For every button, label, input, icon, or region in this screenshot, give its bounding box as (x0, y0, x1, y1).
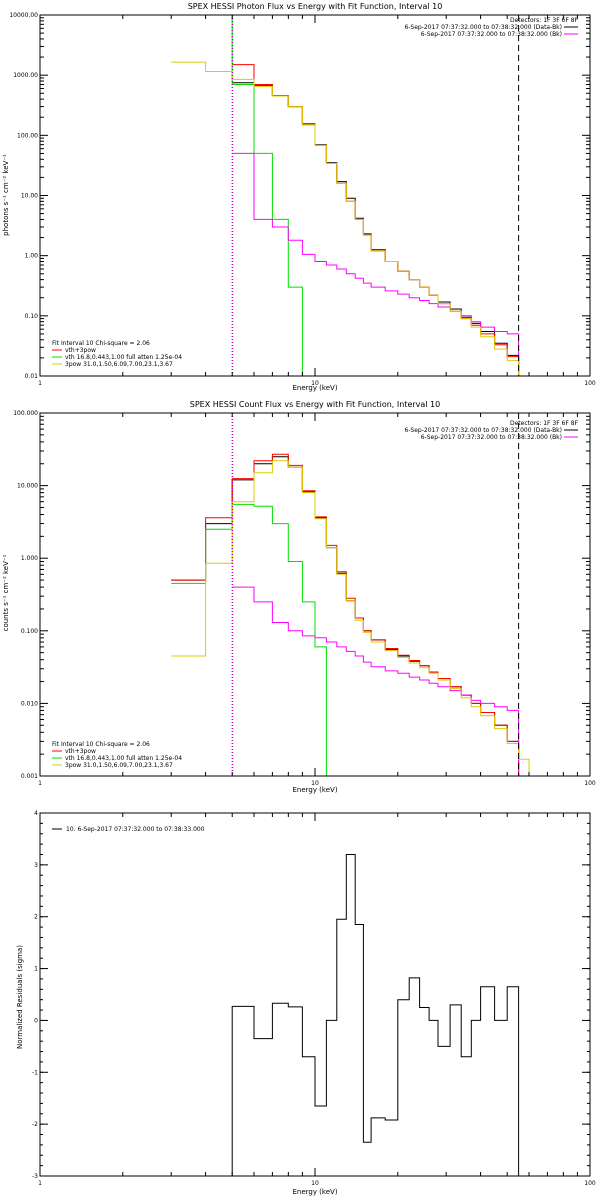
photon-xtick-label-100: 100 (584, 380, 596, 387)
count-legend-vth: vth 16.8,0.443,1.00 full atten 1.25e-04 (65, 755, 182, 762)
residuals-ytick-label-2: 2 (34, 914, 38, 921)
photon-info-databk: 6-Sep-2017 07:37:32.000 to 07:38:32.000 … (404, 24, 562, 31)
count-info-detectors: Detectors: 1F 3F 6F 8F (510, 420, 579, 427)
residuals-xtick-label-1: 1 (38, 1180, 42, 1187)
count-ytick-label-100.000: 100.000 (13, 410, 38, 417)
residuals-series-0 (231, 854, 520, 1176)
count-legend-fit: Fit Interval 10 Chi-square = 2.06 (52, 741, 150, 748)
count-ytick-label-0.100: 0.100 (21, 628, 38, 635)
count-x-axis-label: Energy (keV) (292, 786, 337, 794)
photon-series-2 (171, 15, 315, 376)
photon-legend-vth: vth 16.8,0.443,1.00 full atten 1.25e-04 (65, 354, 182, 361)
photon-info-bk: 6-Sep-2017 07:37:32.000 to 07:38:32.000 … (421, 31, 562, 38)
photon-series-4 (171, 61, 529, 376)
count-xtick-label-10: 10 (311, 780, 319, 787)
count-series-4 (171, 460, 539, 776)
count-xtick-label-1: 1 (38, 780, 42, 787)
residuals-xtick-label-100: 100 (584, 1180, 596, 1187)
photon-ytick-label-1.00: 1.00 (25, 253, 39, 260)
residuals-legend: 10. 6-Sep-2017 07:37:32.000 to 07:38:33.… (66, 826, 205, 833)
photon-legend-3pow: 3pow 31.0,1.50,6.09,7.00,23.1,3.67 (65, 361, 173, 368)
residuals-y-axis-label: Normalized Residuals (sigma) (16, 945, 24, 1049)
residuals-ytick-label--3: -3 (32, 1173, 38, 1180)
photon-flux-panel: SPEX HESSI Photon Flux vs Energy with Fi… (2, 2, 596, 392)
count-legend-model: vth+3pow (65, 748, 96, 755)
photon-x-axis-label: Energy (keV) (292, 384, 337, 392)
photon-xtick-label-1: 1 (38, 380, 42, 387)
photon-ytick-label-0.01: 0.01 (25, 373, 39, 380)
residuals-ytick-label--1: -1 (32, 1069, 38, 1076)
photon-ytick-label-10.00: 10.00 (21, 193, 38, 200)
residuals-ytick-label-3: 3 (34, 862, 38, 869)
residuals-xtick-label-10: 10 (311, 1180, 319, 1187)
count-flux-title: SPEX HESSI Count Flux vs Energy with Fit… (190, 400, 441, 409)
residuals-ytick-label--2: -2 (32, 1121, 38, 1128)
residuals-x-axis-label: Energy (keV) (292, 1188, 337, 1196)
count-info-databk: 6-Sep-2017 07:37:32.000 to 07:38:32.000 … (404, 427, 562, 434)
photon-ytick-label-1000.00: 1000.00 (13, 72, 38, 79)
count-ytick-label-10.000: 10.000 (17, 483, 38, 490)
residuals-panel: 10. 6-Sep-2017 07:37:32.000 to 07:38:33.… (16, 810, 596, 1196)
count-series-2 (171, 503, 327, 776)
photon-y-axis-label: photons s⁻¹ cm⁻² keV⁻¹ (2, 154, 10, 236)
photon-flux-title: SPEX HESSI Photon Flux vs Energy with Fi… (188, 2, 443, 11)
photon-ytick-label-10000.00: 10000.00 (9, 12, 38, 19)
count-flux-panel: SPEX HESSI Count Flux vs Energy with Fit… (2, 400, 596, 794)
photon-ytick-label-0.10: 0.10 (25, 313, 39, 320)
count-info-bk: 6-Sep-2017 07:37:32.000 to 07:38:32.000 … (421, 434, 562, 441)
residuals-ytick-label-0: 0 (34, 1017, 38, 1024)
photon-ytick-label-100.00: 100.00 (17, 132, 38, 139)
photon-xtick-label-10: 10 (311, 380, 319, 387)
photon-legend-model: vth+3pow (65, 347, 96, 354)
count-legend-3pow: 3pow 31.0,1.50,6.09,7.00,23.1,3.67 (65, 762, 173, 769)
count-xtick-label-100: 100 (584, 780, 596, 787)
count-y-axis-label: counts s⁻¹ cm⁻² keV⁻¹ (2, 554, 10, 631)
residuals-ytick-label-4: 4 (34, 810, 38, 817)
count-ytick-label-1.000: 1.000 (21, 555, 38, 562)
residuals-ytick-label-1: 1 (34, 966, 38, 973)
photon-info-detectors: Detectors: 1F 3F 6F 8F (510, 17, 579, 24)
count-ytick-label-0.001: 0.001 (21, 773, 38, 780)
photon-legend-fit: Fit Interval 10 Chi-square = 2.06 (52, 340, 150, 347)
count-ytick-label-0.010: 0.010 (21, 700, 38, 707)
